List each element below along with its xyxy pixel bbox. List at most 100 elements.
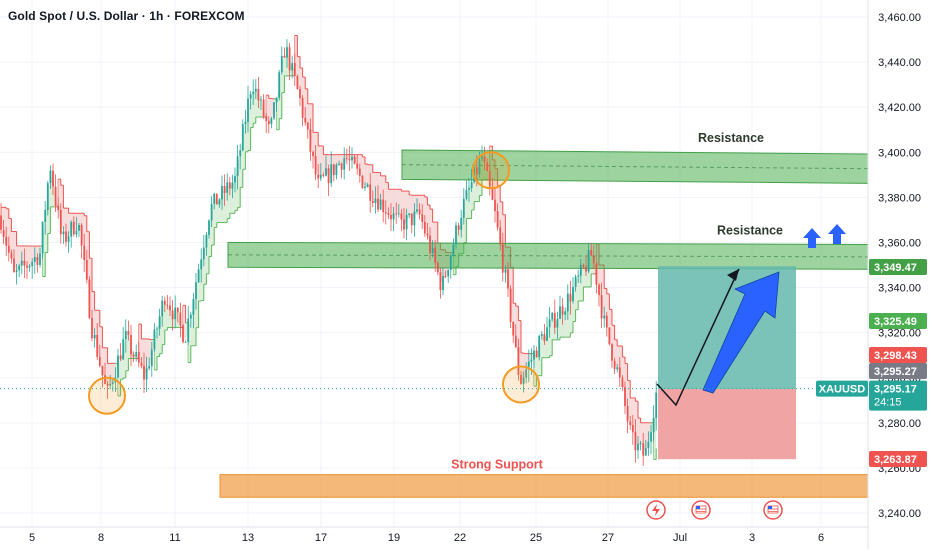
candle-body — [236, 156, 239, 176]
candle-body — [265, 116, 268, 122]
flag-canton — [696, 506, 700, 509]
trail-fill — [357, 154, 360, 173]
candle-body — [78, 224, 80, 231]
candle-body — [483, 156, 486, 163]
candle-body — [548, 319, 551, 328]
candle-body — [481, 156, 483, 159]
zone-label: Resistance — [717, 223, 783, 237]
candle-body — [249, 94, 252, 99]
candle-body — [54, 186, 57, 206]
trail-fill — [557, 312, 560, 340]
candle-body — [182, 325, 184, 343]
candle-body — [585, 266, 587, 272]
price-label-text: 3,298.43 — [874, 350, 917, 362]
trail-fill — [266, 95, 269, 123]
candle-body — [304, 117, 307, 123]
trail-fill — [622, 357, 625, 397]
candle-body — [208, 220, 210, 235]
candle-body — [260, 99, 262, 101]
trail-fill — [209, 212, 212, 257]
candle-body — [280, 55, 283, 73]
trail-fill — [380, 175, 384, 206]
candle-body — [517, 346, 520, 375]
candle-body — [148, 366, 151, 369]
highlight-circle — [502, 365, 540, 404]
candle-body — [538, 335, 541, 358]
candle-body — [603, 315, 606, 319]
candle-body — [286, 47, 288, 58]
candle-body — [616, 367, 619, 370]
candle-body — [608, 327, 611, 345]
candle-body — [478, 158, 481, 175]
candle-body — [189, 314, 192, 319]
candle-body — [41, 221, 44, 254]
candle-body — [405, 215, 408, 230]
candle-body — [434, 247, 437, 264]
candle-body — [436, 263, 439, 273]
candle-body — [356, 163, 359, 169]
candle-body — [530, 359, 533, 362]
trail-fill — [578, 270, 581, 301]
position-layer — [658, 266, 796, 460]
symbol-tag-text: XAUUSD — [819, 384, 866, 396]
trail-fill — [469, 185, 472, 219]
trail-fill — [227, 185, 230, 219]
candle-body — [327, 168, 330, 184]
candle-body — [239, 150, 242, 157]
candle-body — [184, 342, 187, 343]
up-arrow-icon — [828, 224, 846, 244]
candle-body — [371, 200, 374, 204]
candle-body — [75, 230, 78, 235]
candle-body — [20, 260, 23, 266]
trail-fill — [570, 294, 573, 333]
trail-fill — [16, 245, 20, 272]
candle-body — [439, 272, 442, 291]
trail-fill — [250, 93, 254, 128]
candle-body — [413, 211, 416, 226]
x-tick-label: 27 — [602, 532, 614, 544]
candle-body — [228, 182, 231, 189]
candle-body — [410, 213, 413, 226]
y-tick-label: 3,240.00 — [878, 508, 921, 520]
candle-body — [460, 217, 463, 230]
candle-body — [46, 183, 49, 210]
zone-label: Strong Support — [451, 458, 543, 472]
candle-body — [470, 182, 473, 188]
candle-body — [104, 375, 106, 384]
x-tick-label: 22 — [454, 532, 466, 544]
candle-body — [631, 425, 634, 433]
candle-body — [522, 377, 525, 384]
candle-body — [270, 118, 273, 125]
candle-body — [135, 352, 138, 357]
flag-canton — [768, 506, 772, 509]
candle-body — [611, 344, 613, 361]
candle-body — [546, 327, 548, 341]
price-label-text: 3,295.27 — [874, 366, 917, 378]
candle-body — [431, 247, 434, 254]
candle-body — [67, 236, 70, 242]
candle-body — [512, 321, 515, 336]
candle-body — [543, 334, 546, 341]
candle-body — [426, 233, 429, 236]
candle-body — [345, 158, 348, 160]
trail-fill — [47, 176, 51, 234]
candle-body — [262, 99, 265, 117]
candle-body — [226, 182, 229, 193]
candle-body — [161, 300, 164, 317]
candle-body — [174, 307, 177, 320]
candle-body — [215, 193, 218, 205]
symbol-tag — [816, 380, 868, 397]
us-flag-icon — [767, 505, 779, 514]
y-tick-label: 3,460.00 — [878, 12, 921, 24]
candle-body — [348, 158, 351, 161]
candle-body — [629, 421, 632, 426]
candle-body — [343, 158, 346, 170]
trail-fill — [157, 322, 160, 357]
candle-body — [278, 72, 281, 98]
price-label-text: 3,325.49 — [874, 316, 917, 328]
trail-fill — [417, 195, 420, 212]
candle-body — [486, 162, 489, 172]
candle-body — [397, 213, 400, 215]
candle-body — [153, 329, 156, 350]
